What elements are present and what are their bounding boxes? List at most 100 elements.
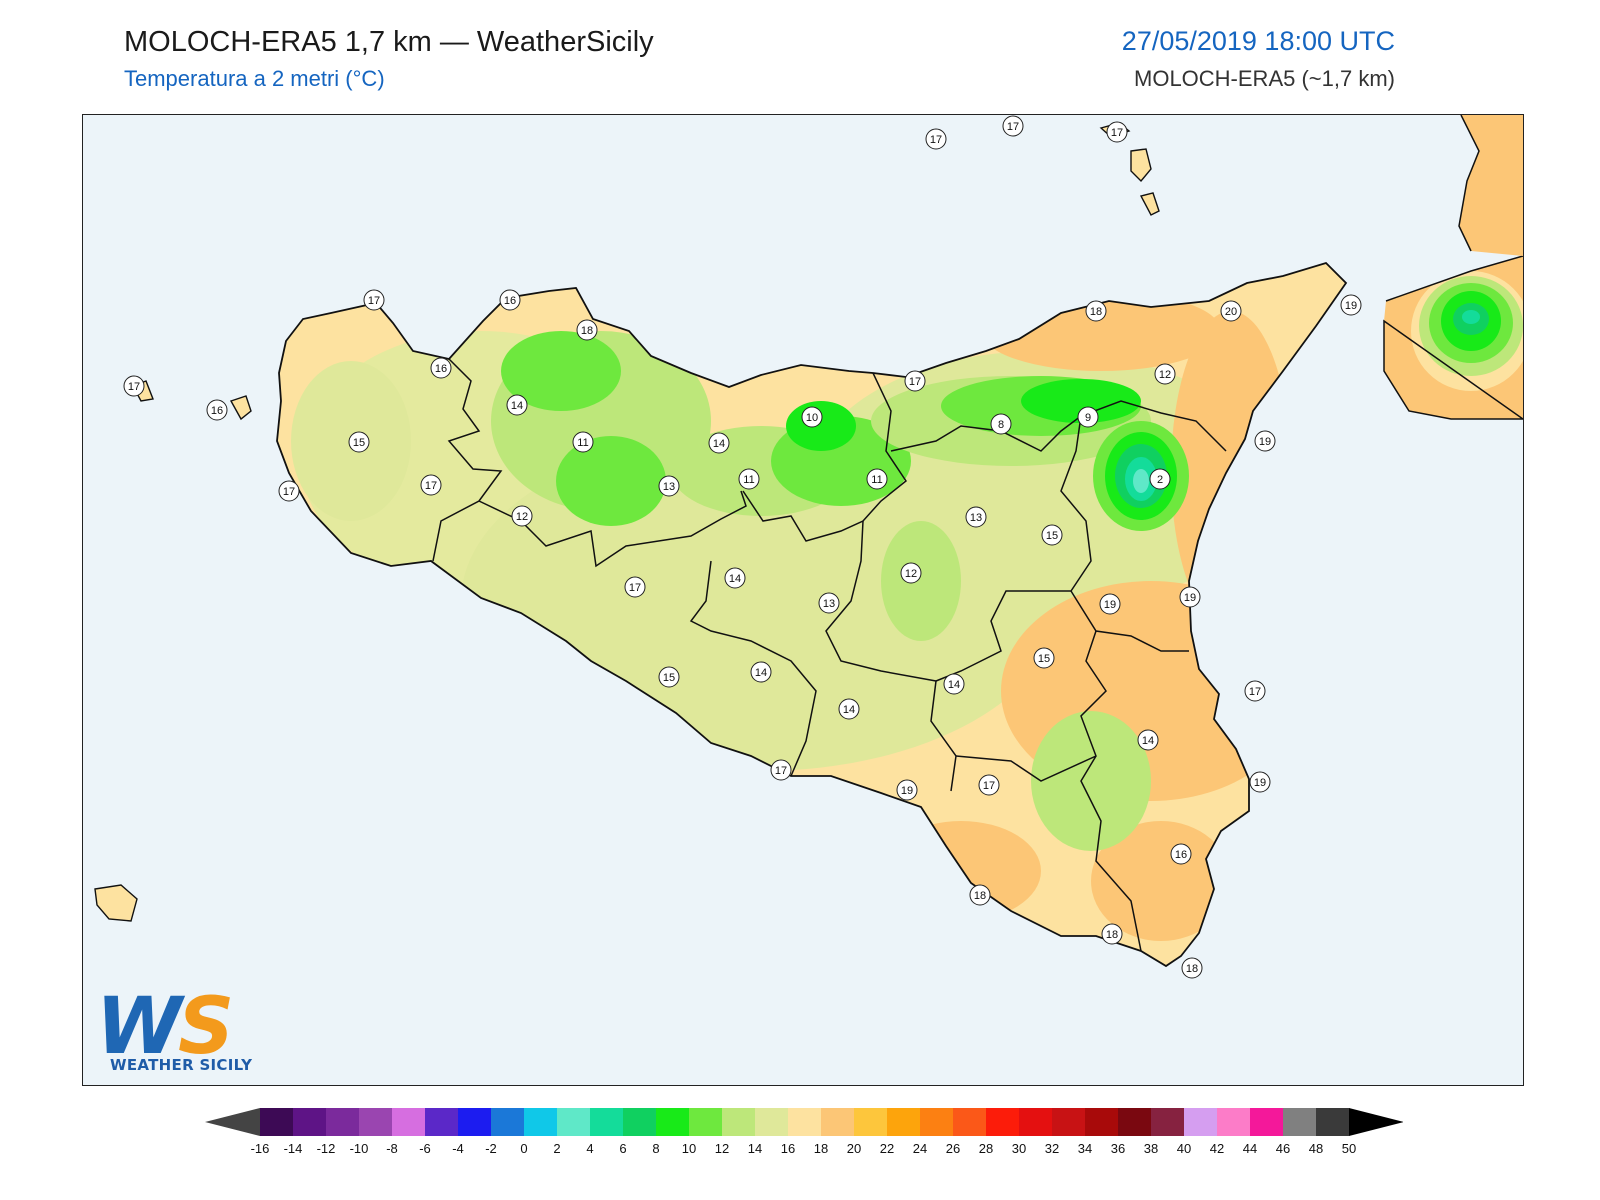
station-value: 13 xyxy=(663,481,675,493)
colorbar-tick-label: 0 xyxy=(520,1141,527,1156)
colorbar-segment xyxy=(491,1108,525,1136)
station-circle xyxy=(818,592,840,614)
station-marker: 13 xyxy=(965,506,987,528)
station-circle xyxy=(738,468,760,490)
colorbar-tick-label: 4 xyxy=(586,1141,593,1156)
station-circle xyxy=(658,666,680,688)
station-marker: 17 xyxy=(770,759,792,781)
station-value: 17 xyxy=(930,134,942,146)
colorbar-segment xyxy=(1283,1108,1317,1136)
model-label: MOLOCH-ERA5 (~1,7 km) xyxy=(1134,66,1395,91)
station-marker: 17 xyxy=(420,474,442,496)
colorbar-tick-label: 20 xyxy=(847,1141,861,1156)
station-value: 2 xyxy=(1157,474,1163,486)
map-canvas: 17 17 17 17 16 18 18 20 19 17 16 16 14 15 17 17 11 14 12 13… xyxy=(94,115,1523,979)
station-marker: 14 xyxy=(943,673,965,695)
calabria-north-field xyxy=(1459,115,1523,256)
colorbar-segment xyxy=(821,1108,855,1136)
station-value: 17 xyxy=(425,480,437,492)
station-marker: 11 xyxy=(738,468,760,490)
station-marker: 18 xyxy=(1085,300,1107,322)
station-marker: 16 xyxy=(499,289,521,311)
colorbar-segment xyxy=(986,1108,1020,1136)
colorbar-tick-label: 48 xyxy=(1309,1141,1323,1156)
station-marker: 18 xyxy=(969,884,991,906)
colorbar-tick-label: 42 xyxy=(1210,1141,1224,1156)
station-value: 20 xyxy=(1225,306,1237,318)
colorbar-tick-label: 44 xyxy=(1243,1141,1257,1156)
colorbar-segment xyxy=(1184,1108,1218,1136)
colorbar-segment xyxy=(689,1108,723,1136)
station-value: 17 xyxy=(1007,121,1019,133)
station-value: 19 xyxy=(1184,592,1196,604)
station-circle xyxy=(1002,115,1024,137)
station-circle xyxy=(624,576,646,598)
colorbar-segment xyxy=(1250,1108,1284,1136)
station-circle xyxy=(1077,406,1099,428)
station-circle xyxy=(363,289,385,311)
station-value: 17 xyxy=(1249,686,1261,698)
forecast-datetime: 27/05/2019 18:00 UTC xyxy=(1121,26,1395,56)
colorbar-tick-label: -4 xyxy=(452,1141,464,1156)
colorbar-tick-label: 26 xyxy=(946,1141,960,1156)
station-marker: 10 xyxy=(801,406,823,428)
station-marker: 18 xyxy=(1101,923,1123,945)
station-marker: 14 xyxy=(1137,729,1159,751)
station-value: 17 xyxy=(775,765,787,777)
colorbar-tick-label: 22 xyxy=(880,1141,894,1156)
station-circle xyxy=(1085,300,1107,322)
station-value: 14 xyxy=(843,704,855,716)
station-circle xyxy=(1220,300,1242,322)
logo-s: S xyxy=(178,982,234,1072)
colorbar-tick-label: -10 xyxy=(350,1141,369,1156)
logo-text: WEATHER SICILY xyxy=(110,1056,253,1074)
station-marker: 17 xyxy=(925,128,947,150)
colorbar-tick-label: -6 xyxy=(419,1141,431,1156)
colorbar-max-arrow xyxy=(1349,1108,1403,1136)
colorbar-tick-label: 14 xyxy=(748,1141,762,1156)
station-value: 16 xyxy=(211,405,223,417)
colorbar-tick-label: -8 xyxy=(386,1141,398,1156)
station-circle xyxy=(1249,771,1271,793)
station-circle xyxy=(420,474,442,496)
colorbar-segment xyxy=(1316,1108,1350,1136)
station-marker: 17 xyxy=(624,576,646,598)
colorbar-min-arrow xyxy=(205,1108,260,1136)
station-marker: 19 xyxy=(896,779,918,801)
station-marker: 13 xyxy=(818,592,840,614)
station-marker: 11 xyxy=(572,431,594,453)
colorbar-tick-label: 30 xyxy=(1012,1141,1026,1156)
station-marker: 14 xyxy=(838,698,860,720)
station-circle xyxy=(1149,468,1171,490)
station-value: 12 xyxy=(516,511,528,523)
station-marker: 2 xyxy=(1149,468,1171,490)
station-marker: 18 xyxy=(1181,957,1203,979)
logo-w: W xyxy=(96,982,182,1072)
colorbar-tick-label: 18 xyxy=(814,1141,828,1156)
colorbar-segment xyxy=(1085,1108,1119,1136)
station-marker: 17 xyxy=(278,480,300,502)
station-value: 17 xyxy=(629,582,641,594)
station-circle xyxy=(900,562,922,584)
station-circle xyxy=(1179,586,1201,608)
station-value: 12 xyxy=(1159,369,1171,381)
colorbar-tick-label: 28 xyxy=(979,1141,993,1156)
station-circle xyxy=(1181,957,1203,979)
colorbar-segment xyxy=(1019,1108,1053,1136)
colorbar-tick-label: 38 xyxy=(1144,1141,1158,1156)
station-circle xyxy=(838,698,860,720)
station-marker: 16 xyxy=(1170,843,1192,865)
station-marker: 19 xyxy=(1340,294,1362,316)
station-value: 19 xyxy=(1104,599,1116,611)
colorbar-segment xyxy=(887,1108,921,1136)
station-marker: 15 xyxy=(658,666,680,688)
station-value: 17 xyxy=(368,295,380,307)
station-circle xyxy=(990,413,1012,435)
station-value: 14 xyxy=(511,400,523,412)
colorbar-segment xyxy=(788,1108,822,1136)
station-circle xyxy=(943,673,965,695)
station-circle xyxy=(801,406,823,428)
station-value: 15 xyxy=(1046,530,1058,542)
station-marker: 13 xyxy=(658,475,680,497)
colorbar-segment xyxy=(590,1108,624,1136)
